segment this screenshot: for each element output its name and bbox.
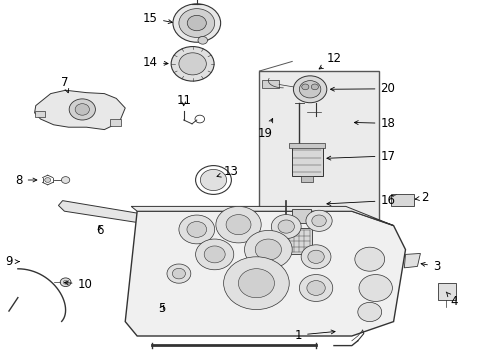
Polygon shape (35, 90, 125, 130)
Circle shape (173, 4, 220, 42)
Circle shape (61, 177, 70, 183)
Text: 5: 5 (158, 302, 165, 315)
Circle shape (278, 220, 294, 233)
Circle shape (200, 170, 226, 190)
Circle shape (311, 84, 318, 90)
Circle shape (354, 247, 384, 271)
Text: 3: 3 (420, 260, 439, 273)
Circle shape (204, 246, 224, 263)
Circle shape (301, 245, 330, 269)
Circle shape (299, 275, 332, 301)
Bar (288, 143, 325, 148)
Circle shape (244, 230, 292, 269)
Circle shape (69, 99, 95, 120)
Circle shape (179, 215, 214, 244)
Circle shape (179, 53, 206, 75)
Circle shape (166, 264, 190, 283)
Circle shape (198, 36, 207, 44)
Text: 1: 1 (294, 329, 334, 342)
Bar (291, 147, 322, 176)
Text: 15: 15 (143, 12, 172, 25)
Circle shape (358, 275, 391, 301)
Circle shape (307, 250, 324, 264)
Circle shape (225, 215, 250, 235)
Circle shape (293, 76, 326, 103)
Bar (275, 228, 312, 255)
Text: 8: 8 (15, 174, 37, 186)
Circle shape (238, 269, 274, 298)
Text: 2: 2 (414, 191, 427, 204)
Text: 19: 19 (257, 118, 272, 140)
Circle shape (271, 215, 301, 239)
Polygon shape (125, 211, 405, 336)
Circle shape (299, 81, 320, 98)
Bar (110, 119, 121, 126)
Text: 7: 7 (61, 76, 68, 93)
Circle shape (186, 221, 206, 237)
Bar (292, 209, 311, 223)
Circle shape (75, 104, 89, 115)
Bar (390, 194, 414, 206)
Text: 6: 6 (96, 224, 104, 237)
Circle shape (172, 268, 185, 279)
Text: 12: 12 (319, 52, 341, 69)
Bar (262, 80, 279, 88)
Circle shape (179, 9, 214, 37)
Circle shape (187, 15, 206, 31)
Circle shape (60, 278, 71, 287)
Circle shape (306, 280, 325, 296)
Text: 4: 4 (445, 292, 457, 308)
Circle shape (223, 257, 288, 310)
Text: 13: 13 (217, 165, 238, 178)
Circle shape (255, 239, 281, 260)
Circle shape (305, 210, 331, 231)
Text: 18: 18 (354, 117, 394, 130)
Bar (301, 176, 312, 182)
Polygon shape (59, 201, 146, 223)
Bar (259, 71, 378, 244)
Circle shape (215, 206, 261, 243)
Polygon shape (131, 206, 393, 226)
Circle shape (63, 280, 68, 284)
Circle shape (171, 46, 214, 81)
Circle shape (301, 84, 308, 90)
Text: 9: 9 (5, 255, 19, 268)
Bar (437, 283, 455, 300)
Text: 17: 17 (326, 149, 395, 162)
Circle shape (311, 215, 325, 226)
Text: 20: 20 (330, 82, 394, 95)
Text: 16: 16 (326, 194, 395, 207)
Circle shape (195, 239, 233, 270)
Text: 14: 14 (142, 56, 168, 69)
Text: 10: 10 (64, 278, 92, 291)
Bar (35, 111, 45, 117)
Circle shape (357, 302, 381, 321)
Circle shape (44, 177, 51, 183)
Text: 11: 11 (176, 94, 191, 107)
Polygon shape (404, 253, 420, 268)
